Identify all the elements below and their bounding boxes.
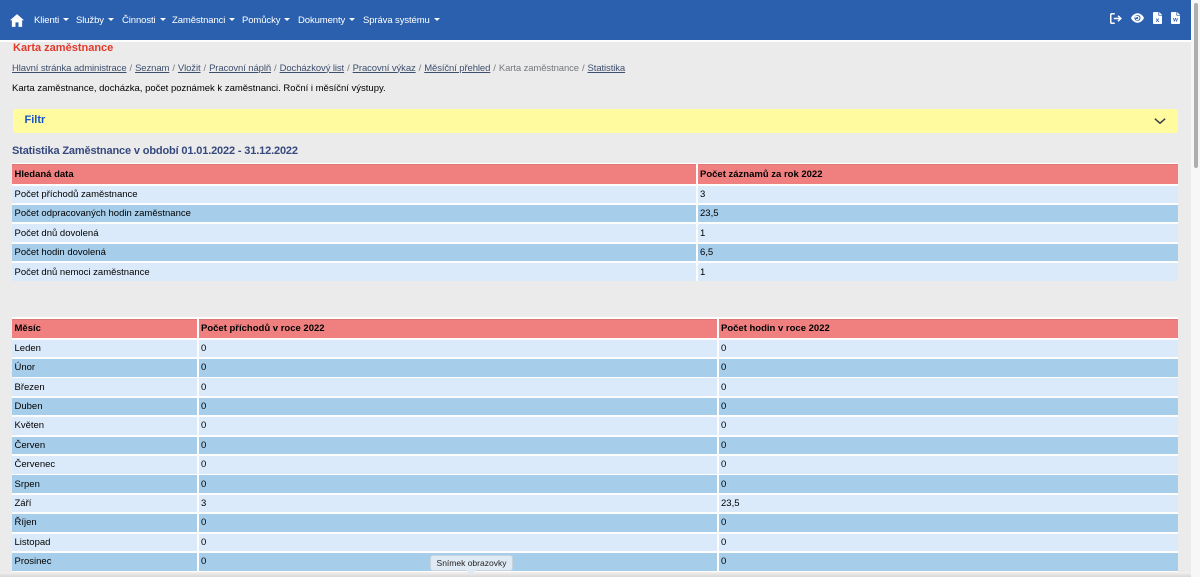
svg-text:x: x bbox=[1155, 17, 1159, 24]
svg-text:w: w bbox=[1172, 18, 1178, 24]
